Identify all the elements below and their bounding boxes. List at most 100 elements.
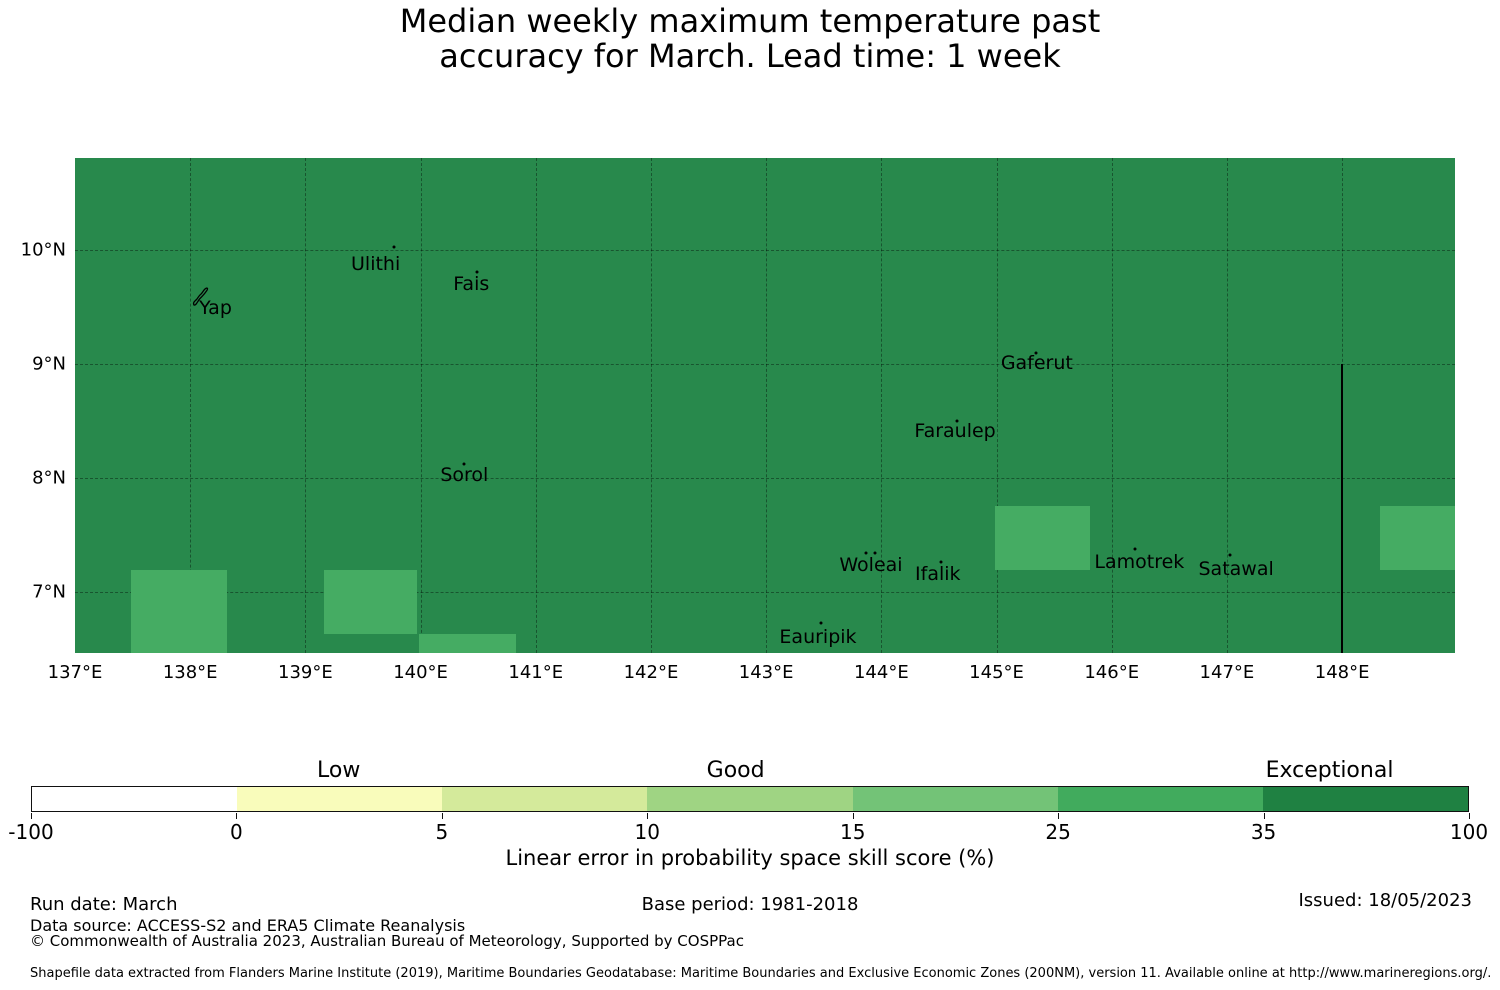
colorbar-tick [1263, 813, 1265, 819]
gridline-vertical [305, 158, 307, 653]
skill-cell [995, 506, 1090, 570]
skill-cell [131, 569, 228, 653]
island-outline-marker [190, 285, 214, 313]
y-tick-label: 10°N [20, 239, 66, 261]
colorbar-tick-label: 15 [839, 820, 866, 844]
colorbar-tick-label: 100 [1449, 820, 1489, 844]
colorbar-segment-5-to-10 [442, 787, 648, 811]
x-tick-label: 141°E [508, 662, 564, 683]
colorbar-segment-0-to-5 [237, 787, 443, 811]
y-tick-label: 7°N [32, 581, 66, 603]
island-dot-marker [1228, 553, 1232, 557]
colorbar-segment--100-to-0 [32, 787, 238, 811]
gridline-vertical [190, 158, 192, 653]
island-label: Satawal [1198, 557, 1274, 580]
footer-issued: Issued: 18/05/2023 [1298, 890, 1472, 911]
x-tick-label: 138°E [162, 662, 218, 683]
x-tick-label: 148°E [1314, 662, 1370, 683]
colorbar-region-label-good: Good [706, 758, 765, 783]
island-label: Yap [199, 297, 232, 320]
footer-copyright: © Commonwealth of Australia 2023, Austra… [30, 932, 744, 950]
colorbar-tick [31, 813, 32, 819]
colorbar-ticks [31, 813, 1470, 819]
colorbar-segment-35-to-100 [1262, 787, 1468, 811]
gridline-vertical [1111, 158, 1113, 653]
colorbar-tick-label: 5 [435, 820, 449, 844]
island-label: Faraulep [914, 420, 996, 443]
x-tick-label: 145°E [969, 662, 1024, 683]
x-tick-label: 139°E [278, 662, 333, 683]
island-label: Fais [453, 273, 490, 296]
colorbar-segment-25-to-35 [1057, 787, 1263, 811]
island-dot-marker [819, 621, 823, 625]
y-tick-label: 8°N [32, 467, 66, 489]
colorbar-tick [1469, 813, 1470, 819]
island-dot-marker [939, 560, 943, 564]
map-plot: Yap Ulithi Fais Sorol Gaferut Faraulep Woleai I… [75, 158, 1455, 653]
colorbar-tick [441, 813, 443, 819]
skill-cell [419, 633, 517, 653]
gridline-horizontal [75, 250, 1455, 252]
colorbar-tick-label: 25 [1045, 820, 1071, 844]
colorbar-tick [236, 813, 238, 819]
footer-base-period: Base period: 1981-2018 [641, 894, 859, 915]
island-label: Ifalik [915, 563, 961, 586]
colorbar-segment-15-to-25 [852, 787, 1058, 811]
island-label: Sorol [440, 464, 489, 487]
gridline-horizontal [75, 477, 1455, 479]
colorbar-region-label-low: Low [317, 758, 361, 783]
gridline-vertical [881, 158, 883, 653]
island-label: Gaferut [1000, 351, 1073, 374]
island-dot-marker [864, 551, 868, 555]
gridline-vertical [996, 158, 998, 653]
yap-island-outline [192, 287, 208, 306]
eez-boundary-line [1341, 363, 1344, 653]
gridline-vertical [650, 158, 652, 653]
colorbar-axis-label: Linear error in probability space skill … [505, 846, 995, 870]
island-label: Eauripik [779, 626, 857, 649]
y-tick-label: 9°N [32, 353, 66, 375]
colorbar-tick-label: 10 [634, 820, 661, 844]
x-tick-label: 144°E [853, 662, 909, 683]
gridline-vertical [535, 158, 537, 653]
island-dot-marker [462, 462, 466, 466]
y-axis: 10°N 9°N 8°N 7°N [0, 158, 66, 653]
colorbar-tick [852, 813, 854, 819]
skill-cell [323, 569, 418, 634]
colorbar-tick-label: 0 [230, 820, 243, 844]
x-tick-label: 137°E [47, 662, 103, 683]
gridline-vertical [766, 158, 768, 653]
gridline-horizontal [75, 363, 1455, 365]
x-tick-label: 142°E [623, 662, 679, 683]
island-dot-marker [1034, 351, 1038, 355]
colorbar-tick [1058, 813, 1060, 819]
x-tick-label: 147°E [1199, 662, 1255, 683]
island-label: Lamotrek [1094, 550, 1185, 573]
island-label: Ulithi [351, 252, 401, 275]
island-dot-marker [955, 419, 959, 423]
footer-run-date: Run date: March [30, 894, 178, 915]
island-label: Woleai [839, 554, 903, 577]
figure-title-line1: Median weekly maximum temperature past [399, 2, 1101, 40]
colorbar-tick-label: 35 [1250, 820, 1277, 844]
colorbar [31, 786, 1469, 812]
colorbar-segment-10-to-15 [647, 787, 853, 811]
island-dot-marker [1133, 547, 1137, 551]
x-tick-label: 146°E [1084, 662, 1140, 683]
x-tick-label: 140°E [393, 662, 448, 683]
x-axis: 137°E 138°E 139°E 140°E 141°E 142°E 143°E 144°E… [48, 662, 1455, 688]
gridline-vertical [420, 158, 422, 653]
gridline-vertical [1226, 158, 1228, 653]
colorbar-region-label-exceptional: Exceptional [1265, 758, 1394, 783]
gridline-horizontal [75, 591, 1455, 593]
colorbar-tick-labels: -100 0 5 10 15 25 35 100 [8, 820, 1488, 844]
colorbar-region-labels: Low Good Exceptional [31, 758, 1469, 784]
footer-data-source: Data source: ACCESS-S2 and ERA5 Climate … [30, 916, 466, 935]
island-dot-marker [873, 551, 877, 555]
figure-title-line2: accuracy for March. Lead time: 1 week [439, 37, 1061, 75]
island-dot-marker [392, 245, 396, 249]
footer-shapefile-credit: Shapefile data extracted from Flanders M… [30, 966, 1492, 981]
figure-title: Median weekly maximum temperature past a… [0, 4, 1500, 74]
colorbar-tick-label: -100 [8, 820, 54, 844]
